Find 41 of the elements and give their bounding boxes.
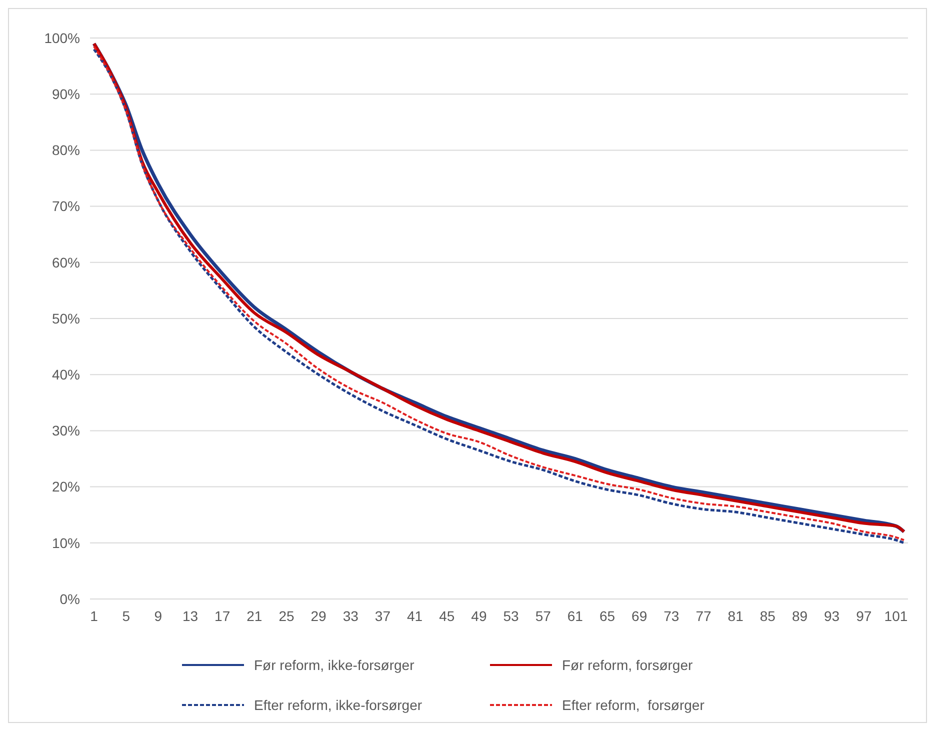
x-tick-label: 25 (278, 608, 294, 624)
x-tick-label: 69 (632, 608, 648, 624)
legend-label: Efter reform, forsørger (562, 696, 705, 713)
y-tick-label: 50% (52, 310, 80, 326)
y-tick-label: 90% (52, 86, 80, 102)
x-tick-label: 77 (696, 608, 712, 624)
y-tick-label: 80% (52, 142, 80, 158)
y-tick-label: 30% (52, 422, 80, 439)
x-tick-label: 73 (664, 608, 680, 624)
x-tick-label: 57 (535, 608, 552, 624)
x-tick-label: 41 (407, 608, 423, 624)
x-tick-label: 5 (122, 608, 130, 624)
x-tick-label: 1 (90, 608, 98, 624)
x-tick-label: 49 (471, 608, 487, 624)
legend-label: Før reform, forsørger (562, 656, 694, 673)
x-tick-label: 21 (246, 608, 262, 624)
x-tick-label: 17 (214, 608, 230, 624)
x-tick-label: 33 (342, 608, 359, 624)
x-tick-label: 89 (792, 608, 808, 624)
y-tick-label: 0% (60, 590, 80, 607)
y-tick-label: 20% (52, 478, 80, 495)
legend-label: Efter reform, ikke-forsørger (254, 696, 422, 713)
y-tick-label: 40% (52, 366, 80, 382)
x-tick-label: 85 (760, 608, 776, 624)
x-tick-label: 53 (503, 608, 520, 624)
x-tick-label: 45 (439, 608, 455, 624)
x-tick-label: 81 (728, 608, 744, 624)
x-tick-label: 61 (567, 608, 584, 624)
y-tick-label: 10% (52, 534, 80, 551)
x-tick-label: 37 (374, 608, 391, 624)
x-tick-label: 93 (824, 608, 840, 624)
x-tick-label: 101 (884, 608, 908, 624)
x-tick-label: 65 (599, 608, 616, 624)
legend-label: Før reform, ikke-forsørger (254, 656, 415, 673)
y-tick-label: 100% (44, 30, 80, 46)
y-tick-label: 60% (52, 254, 80, 270)
x-tick-label: 13 (182, 608, 198, 624)
x-tick-label: 9 (154, 608, 162, 624)
y-tick-label: 70% (52, 198, 80, 214)
x-tick-label: 97 (856, 608, 872, 624)
x-tick-label: 29 (310, 608, 327, 624)
